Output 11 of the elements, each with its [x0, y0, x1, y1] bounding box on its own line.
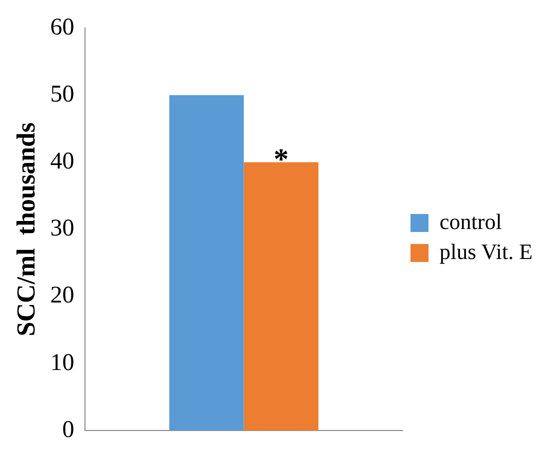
y-tick-label: 60	[50, 14, 74, 40]
y-axis-title: SCC/ml thousands	[11, 122, 40, 336]
y-tick-label: 40	[50, 148, 74, 174]
legend-label: plus Vit. E	[440, 238, 533, 264]
y-tick-label: 50	[50, 81, 74, 108]
y-tick-label: 30	[50, 216, 74, 242]
legend-label: control	[440, 208, 502, 234]
y-tick-label: 20	[50, 282, 74, 309]
y-tick-label: 0	[62, 416, 74, 443]
annotation: *	[274, 142, 289, 176]
y-tick-label: 10	[50, 350, 74, 376]
